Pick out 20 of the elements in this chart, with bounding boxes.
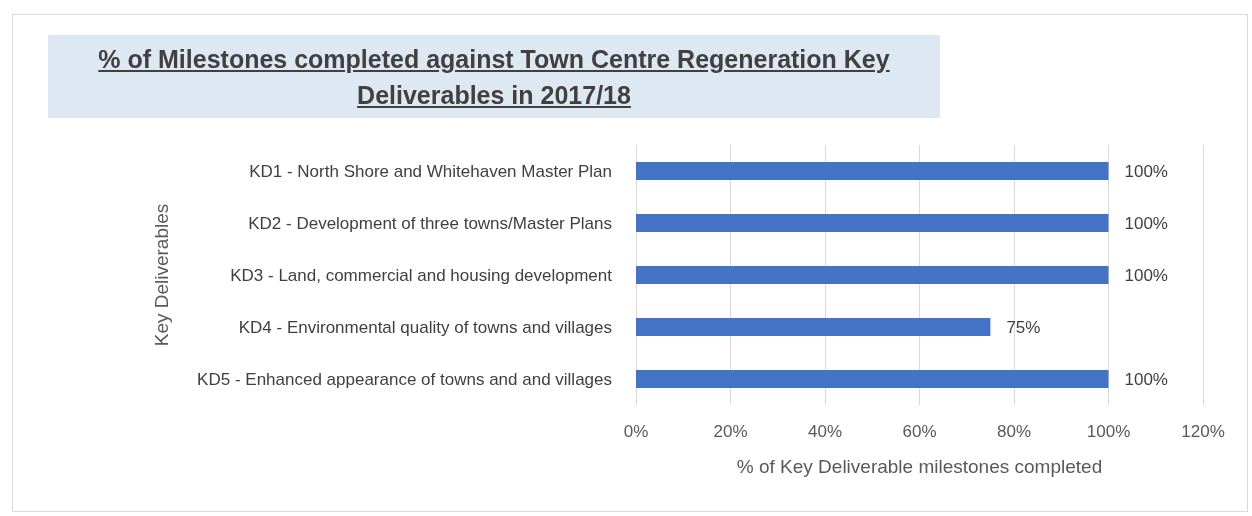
y-tick-label: KD1 - North Shore and Whitehaven Master Plan [249,161,612,181]
y-axis-title: Key Deliverables [151,203,172,347]
y-tick-label: KD5 - Enhanced appearance of towns and and villages [197,369,612,389]
data-label: 100% [1124,161,1168,181]
y-tick-label: KD2 - Development of three towns/Master Plans [248,213,612,233]
x-tick-label: 100% [1086,422,1131,441]
x-tick-label: 120% [1181,422,1225,441]
y-tick-label: KD4 - Environmental quality of towns and villages [238,317,612,337]
data-label: 100% [1124,213,1168,233]
data-label: 100% [1124,265,1168,285]
x-tick-label: 20% [713,422,748,441]
data-label: 75% [1006,317,1041,337]
x-axis-title: % of Key Deliverable milestones completed [736,456,1103,477]
x-tick-label: 40% [807,422,843,441]
x-tick-label: 60% [902,422,937,441]
x-tick-label: 0% [623,422,649,441]
chart-title: % of Milestones completed against Town Centre Regeneration Key Deliverables in 2017/18 [48,35,940,118]
x-tick-label: 80% [996,422,1032,441]
data-label: 100% [1124,369,1168,389]
y-tick-label: KD3 - Land, commercial and housing development [230,265,613,285]
